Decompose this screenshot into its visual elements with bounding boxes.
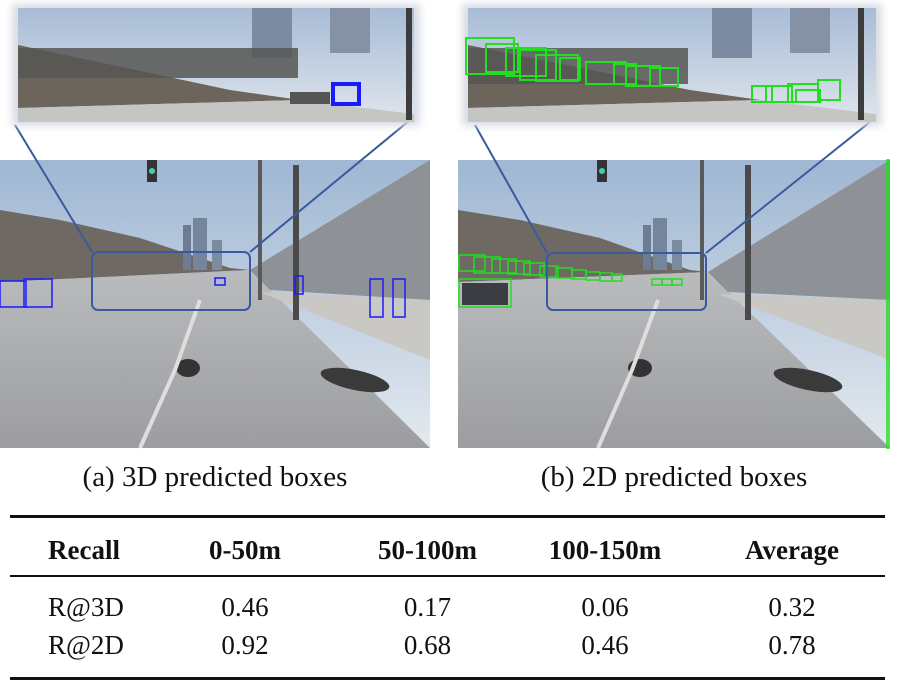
table-header-average: Average: [745, 535, 839, 565]
table-cell: 0.68: [403, 630, 452, 660]
table-header-rule: [10, 575, 885, 577]
panel-b-2d-boxes: [458, 159, 890, 449]
table-top-rule: [10, 515, 885, 518]
table-header-100-150m: 100-150m: [548, 535, 662, 565]
panel-a-street-image: [0, 160, 430, 449]
panel-b-caption: (b) 2D predicted boxes: [540, 461, 808, 493]
panel-a-caption: (a) 3D predicted boxes: [82, 461, 348, 493]
table-cell: 0.92: [221, 630, 269, 660]
table-cell: 0.06: [581, 592, 629, 622]
table-cell: 0.17: [403, 592, 452, 622]
table-row-r2d-label: R@2D: [48, 630, 124, 660]
table-cell: 0.32: [768, 592, 816, 622]
table-cell: 0.46: [221, 592, 269, 622]
table-cell: 0.78: [768, 630, 816, 660]
table-row-r3d-label: R@3D: [48, 592, 124, 622]
panel-b-zoom-inset: [462, 4, 882, 126]
panel-a-zoom-inset: [12, 4, 420, 126]
panel-a-zoom-connectors: [14, 119, 411, 311]
figure-scene: [0, 4, 890, 449]
table-header-50-100m: 50-100m: [378, 535, 477, 565]
table-bottom-rule: [10, 677, 885, 680]
panel-a-3d-boxes: [0, 275, 406, 318]
table-header-recall: Recall: [48, 535, 120, 565]
table-cell: 0.46: [581, 630, 629, 660]
panel-b-street-image: [458, 160, 890, 449]
table-header-0-50m: 0-50m: [209, 535, 281, 565]
panel-b-zoom-connectors: [474, 121, 871, 311]
